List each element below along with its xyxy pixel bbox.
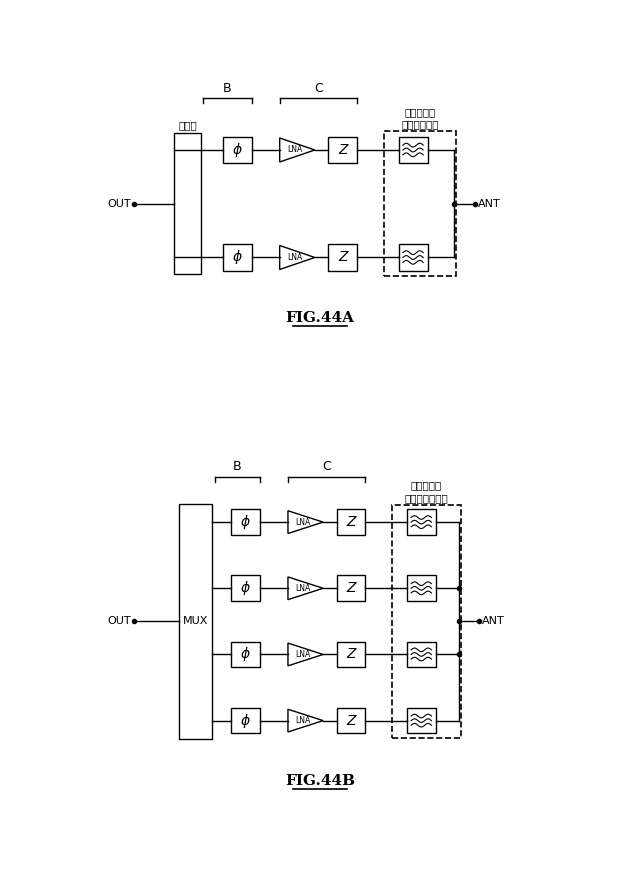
Bar <box>337 708 365 734</box>
Bar <box>231 708 260 734</box>
Text: LNA: LNA <box>287 253 302 262</box>
Bar <box>407 576 436 601</box>
Text: B: B <box>223 82 232 95</box>
Polygon shape <box>280 245 315 269</box>
Text: フィルタ／
マルチプレクサ: フィルタ／ マルチプレクサ <box>404 480 449 502</box>
Text: Z: Z <box>346 713 356 728</box>
Bar <box>407 642 436 668</box>
Text: B: B <box>233 460 242 473</box>
Bar <box>337 509 365 535</box>
Bar <box>174 133 201 274</box>
Bar <box>179 503 212 739</box>
Text: C: C <box>323 460 331 473</box>
Text: FIG.44A: FIG.44A <box>285 311 355 325</box>
Bar <box>399 244 428 271</box>
Text: Z: Z <box>346 515 356 529</box>
Text: OUT: OUT <box>108 616 131 626</box>
Text: LNA: LNA <box>295 584 310 592</box>
Bar <box>337 576 365 601</box>
Text: LNA: LNA <box>295 650 310 659</box>
Text: FIG.44B: FIG.44B <box>285 774 355 789</box>
Text: MUX: MUX <box>183 616 209 626</box>
Text: LNA: LNA <box>295 716 310 725</box>
Bar <box>337 642 365 668</box>
Bar <box>407 708 436 734</box>
Polygon shape <box>288 643 323 666</box>
Text: 結合器: 結合器 <box>179 120 197 131</box>
Text: ANT: ANT <box>478 199 500 208</box>
Bar <box>384 132 456 276</box>
Text: Z: Z <box>338 143 348 157</box>
Text: LNA: LNA <box>295 517 310 526</box>
Polygon shape <box>288 577 323 600</box>
Bar <box>223 244 252 271</box>
Bar <box>231 509 260 535</box>
Bar <box>328 244 357 271</box>
Text: ANT: ANT <box>482 616 505 626</box>
Text: $\phi$: $\phi$ <box>232 248 243 267</box>
Text: $\phi$: $\phi$ <box>240 712 251 729</box>
Text: フィルタ／
ダイプレクサ: フィルタ／ ダイプレクサ <box>401 107 439 129</box>
Text: LNA: LNA <box>287 146 302 155</box>
Polygon shape <box>288 709 323 732</box>
Polygon shape <box>280 138 315 162</box>
Bar <box>407 509 436 535</box>
Bar <box>231 576 260 601</box>
Text: OUT: OUT <box>108 199 131 208</box>
Text: Z: Z <box>346 647 356 661</box>
Text: $\phi$: $\phi$ <box>232 141 243 159</box>
Bar <box>223 137 252 163</box>
Text: Z: Z <box>338 251 348 265</box>
Bar <box>328 137 357 163</box>
Text: $\phi$: $\phi$ <box>240 513 251 532</box>
Text: $\phi$: $\phi$ <box>240 645 251 663</box>
Text: C: C <box>314 82 323 95</box>
Bar <box>231 642 260 668</box>
Text: Z: Z <box>346 581 356 595</box>
Polygon shape <box>288 510 323 533</box>
Text: $\phi$: $\phi$ <box>240 579 251 597</box>
Bar <box>399 137 428 163</box>
Bar <box>392 505 461 738</box>
